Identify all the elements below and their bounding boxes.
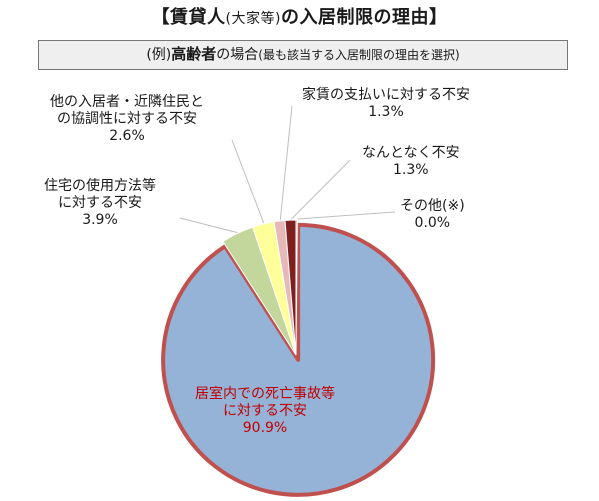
title-part2: の入居制限の理由 (280, 7, 429, 28)
slice-label-usage: 住宅の使用方法等 に対する不安 3.9% (44, 178, 156, 229)
leader-line (231, 139, 265, 224)
slice-label-line: 家賃の支払いに対する不安 (302, 87, 470, 103)
slice-other (295, 219, 298, 356)
subtitle-prefix: (例) (146, 47, 172, 63)
slice-label-other: その他(※) 0.0% (400, 198, 465, 232)
subtitle-note: (最も該当する入居制限の理由を選択) (258, 48, 460, 62)
slice-value-label: 3.9% (82, 212, 118, 228)
slice-label-line: 住宅の使用方法等 (44, 178, 156, 194)
chart-title: 【賃貸人(大家等)の入居制限の理由】 (0, 6, 599, 31)
leader-line (291, 159, 351, 220)
leader-line (279, 105, 293, 221)
slice-value-label: 90.9% (242, 420, 288, 436)
slice-label-vague: なんとなく不安 1.3% (362, 145, 460, 179)
slice-label-line: に対する不安 (223, 403, 307, 419)
slice-label-line: に対する不安 (58, 195, 142, 211)
slice-value-label: 1.3% (368, 104, 404, 120)
slice-value-label: 2.6% (109, 128, 145, 144)
slice-value-label: 0.0% (414, 215, 451, 231)
slice-label-line: の協調性に対する不安 (57, 111, 197, 127)
slice-label-line: 他の入居者・近隣住民と (50, 94, 204, 110)
leader-line (179, 217, 238, 234)
slice-label-line: 居室内での死亡事故等 (195, 386, 335, 402)
title-part1: 賃貸人 (170, 7, 226, 28)
subtitle-suffix: の場合 (216, 47, 259, 63)
slice-label-rent: 家賃の支払いに対する不安 1.3% (302, 87, 470, 121)
slice-label-neighbors: 他の入居者・近隣住民と の協調性に対する不安 2.6% (50, 94, 204, 145)
leader-line (297, 211, 396, 220)
slice-label-line: その他(※) (400, 198, 465, 214)
subtitle-box: (例)高齢者の場合(最も該当する入居制限の理由を選択) (38, 40, 568, 70)
title-open-bracket: 【 (151, 7, 171, 28)
slice-label-death-accident: 居室内での死亡事故等 に対する不安 90.9% (195, 386, 335, 437)
title-paren: (大家等) (225, 11, 281, 27)
slice-value-label: 1.3% (393, 162, 429, 178)
subtitle-bold: 高齢者 (171, 45, 217, 63)
slice-label-line: なんとなく不安 (362, 145, 460, 161)
slice-death-accident (161, 222, 436, 497)
title-close-bracket: 】 (428, 7, 448, 28)
